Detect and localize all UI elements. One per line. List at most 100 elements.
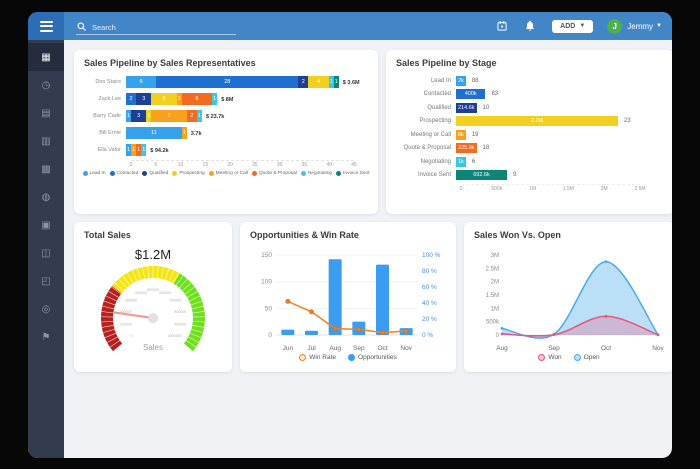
legend-label: Open: [583, 354, 600, 361]
sidebar-item-dashboard[interactable]: ▦: [28, 43, 64, 71]
bar-segment[interactable]: 1: [136, 144, 142, 156]
sidebar-item-files[interactable]: ◰: [28, 267, 64, 295]
bar-segment[interactable]: 4: [308, 76, 329, 88]
stage-row: Contacted 400k 83: [396, 89, 664, 100]
sidebar-item-lists[interactable]: ▩: [28, 155, 64, 183]
bar-segment[interactable]: 1: [126, 110, 132, 122]
won-curve: [501, 315, 659, 337]
stage-name-label: Meeting or Call: [410, 131, 451, 138]
sidebar-item-screens[interactable]: ◫: [28, 239, 64, 267]
bar-segment[interactable]: 2: [186, 110, 197, 122]
bar-segment[interactable]: 1: [141, 144, 147, 156]
bar-segment[interactable]: 28: [156, 76, 299, 88]
legend-item[interactable]: Open: [573, 354, 600, 361]
stage-bar[interactable]: 2.2M: [456, 116, 618, 126]
axis-tick-label: 1.5M: [562, 185, 574, 192]
bar-segment[interactable]: 6: [126, 76, 157, 88]
bar-segment[interactable]: 7: [151, 110, 187, 122]
bar-segment[interactable]: 11: [126, 127, 182, 139]
legend-item[interactable]: Win Rate: [299, 354, 336, 361]
svg-text:300000: 300000: [125, 299, 137, 303]
legend-item[interactable]: Meeting or Call: [208, 171, 248, 176]
stage-bar[interactable]: 214.6k: [456, 102, 477, 113]
gauge-axis-label: Sales: [143, 343, 163, 352]
legend-item[interactable]: Opportunities: [348, 354, 397, 361]
sidebar-item-contacts[interactable]: ▤: [28, 99, 64, 127]
open-curve: [501, 260, 659, 339]
sidebar-item-team[interactable]: ◍: [28, 183, 64, 211]
svg-text:Jun: Jun: [283, 345, 294, 352]
stage-bar[interactable]: 692.6k: [456, 170, 507, 180]
pipeline-rep-row: Ella Vator 1 1 1 1 $ 94.2k: [84, 143, 368, 157]
legend-marker: [348, 354, 356, 361]
opportunities-bar: [281, 329, 295, 335]
stage-bar[interactable]: 2k: [456, 75, 466, 86]
svg-text:0: 0: [496, 333, 500, 339]
bar-segment[interactable]: 1: [126, 144, 132, 156]
sidebar-item-media[interactable]: ▣: [28, 211, 64, 239]
user-avatar[interactable]: J: [607, 18, 623, 34]
bell-icon: [526, 20, 535, 31]
legend-label: Prospecting: [179, 171, 205, 176]
stage-name-label: Lead In: [430, 77, 451, 84]
search-input[interactable]: Search: [76, 18, 236, 35]
svg-text:900000: 900000: [174, 323, 186, 327]
bar-total-label: 3.7k: [190, 130, 202, 137]
card-sales-won-vs-open: Sales Won Vs. Open 0 500k 1M 1.5M 2M 2.5M 3M Au…: [464, 222, 672, 372]
bar-segment[interactable]: 3: [136, 93, 152, 105]
folder-icon: ◰: [41, 275, 51, 287]
legend-marker: [299, 354, 307, 361]
bar-segment[interactable]: 1: [333, 76, 339, 88]
menu-toggle-button[interactable]: [28, 12, 64, 40]
bar-segment[interactable]: 2: [126, 93, 137, 105]
svg-text:80 %: 80 %: [422, 268, 437, 275]
stage-count-label: 23: [623, 118, 631, 124]
stage-bar[interactable]: 225.9k: [456, 143, 477, 153]
svg-text:Aug: Aug: [329, 345, 341, 352]
x-axis: 0 5 10 15 20 25 30 35 40 45: [130, 160, 357, 169]
bar-segment[interactable]: 1: [176, 93, 182, 105]
legend-item[interactable]: Contacted: [109, 171, 138, 176]
bar-segment[interactable]: 1: [196, 110, 202, 122]
svg-text:150: 150: [261, 252, 272, 259]
bar-segment[interactable]: 1: [212, 93, 218, 105]
dashboard-main: Sales Pipeline by Sales Representatives …: [64, 40, 672, 458]
chart-legend: Won Open: [474, 354, 664, 361]
bar-segment[interactable]: 5: [151, 93, 177, 105]
bar-segment[interactable]: 2: [298, 76, 309, 88]
legend-item[interactable]: Negotiating: [300, 171, 333, 176]
bar-segment[interactable]: 1: [328, 76, 334, 88]
bar-segment[interactable]: 1: [131, 144, 137, 156]
stage-bar[interactable]: 1k: [456, 156, 466, 167]
legend-item[interactable]: Won: [538, 354, 562, 361]
svg-text:2.5M: 2.5M: [486, 266, 499, 272]
stage-bar[interactable]: 400k: [456, 89, 486, 99]
sidebar-item-targets[interactable]: ◎: [28, 295, 64, 323]
legend-marker: [538, 354, 546, 361]
bar-segment[interactable]: 3: [131, 110, 147, 122]
legend-label: Negotiating: [307, 171, 333, 176]
bar-segment[interactable]: 1: [181, 127, 187, 139]
sidebar-item-goals[interactable]: ⚑: [28, 323, 64, 351]
notifications-button[interactable]: [524, 20, 536, 32]
calendar-button[interactable]: [496, 20, 508, 32]
sidebar-item-activities[interactable]: ◷: [28, 71, 64, 99]
total-sales-value: $1.2M: [134, 247, 172, 262]
svg-text:700000: 700000: [169, 299, 181, 303]
add-button[interactable]: ADD ▼: [552, 19, 594, 33]
avatar-initial: J: [612, 21, 617, 31]
bar-segment[interactable]: 6: [181, 93, 213, 105]
rep-name-label: Ella Vator: [97, 147, 121, 153]
axis-tick-label: 30: [276, 162, 283, 168]
legend-item[interactable]: Prospecting: [172, 171, 205, 176]
legend-item[interactable]: Qualified: [142, 171, 168, 176]
legend-item[interactable]: Lead In: [82, 171, 106, 176]
user-menu-chevron-icon[interactable]: ▼: [656, 23, 662, 29]
legend-item[interactable]: Invoice Sent: [336, 171, 370, 176]
bar-segment[interactable]: 1: [146, 110, 152, 122]
stage-bar[interactable]: 8k: [456, 129, 466, 140]
sidebar-item-companies[interactable]: ▥: [28, 127, 64, 155]
add-button-label: ADD: [560, 22, 576, 30]
legend-item[interactable]: Quote & Proposal: [251, 171, 297, 176]
svg-text:Oct: Oct: [377, 345, 387, 352]
